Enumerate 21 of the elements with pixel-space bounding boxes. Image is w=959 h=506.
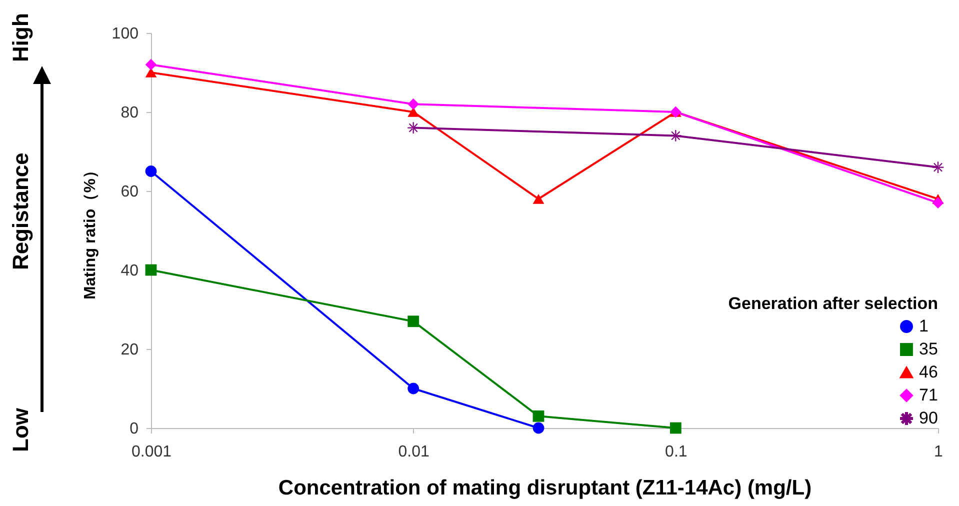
y-tick-label: 40 [120,262,139,280]
text: Low [8,408,34,452]
y-tick-label: 0 [130,420,139,438]
y-tick-label: 80 [120,104,139,122]
legend-label: 90 [919,408,938,428]
legend-label: 35 [919,340,938,358]
x-tick-label: 0.001 [131,444,172,460]
text: Registance [8,152,34,270]
y-tick-label: 60 [120,184,139,200]
y-axis-title: Mating ratio（%） [82,162,99,300]
legend-label: 46 [919,362,938,382]
legend-label: 1 [919,316,928,336]
y-tick-label: 20 [120,342,139,358]
y-tick-label: 100 [112,26,139,42]
legend-label: 71 [919,386,938,404]
text: High [8,13,34,62]
legend-title: Generation after selection [728,294,938,313]
x-tick-label: 0.01 [398,444,430,460]
x-axis-title: Concentration of mating disruptant (Z11-14Ac) (mg/L) [278,476,812,500]
x-tick-label: 0.1 [665,444,688,460]
x-tick-label: 1 [934,444,944,460]
